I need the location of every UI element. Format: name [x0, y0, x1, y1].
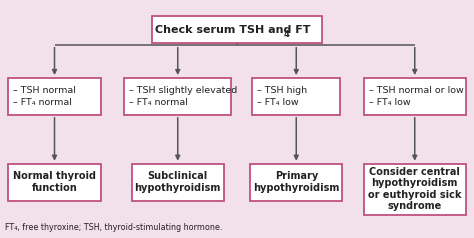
FancyBboxPatch shape: [252, 78, 340, 115]
FancyBboxPatch shape: [124, 78, 231, 115]
Text: – FT₄ low: – FT₄ low: [368, 98, 410, 107]
FancyBboxPatch shape: [250, 164, 342, 200]
Text: Consider central: Consider central: [369, 167, 460, 177]
Text: – FT₄ normal: – FT₄ normal: [129, 98, 188, 107]
Text: hypothyroidism: hypothyroidism: [253, 183, 339, 193]
Text: – TSH normal or low: – TSH normal or low: [368, 86, 463, 95]
Text: Primary: Primary: [274, 171, 318, 181]
Text: – FT₄ low: – FT₄ low: [257, 98, 299, 107]
Text: – TSH normal: – TSH normal: [13, 86, 76, 95]
Text: FT₄, free thyroxine; TSH, thyroid-stimulating hormone.: FT₄, free thyroxine; TSH, thyroid-stimul…: [5, 223, 222, 232]
Text: Check serum TSH and FT: Check serum TSH and FT: [155, 25, 311, 35]
FancyBboxPatch shape: [131, 164, 224, 200]
Text: Normal thyroid: Normal thyroid: [13, 171, 96, 181]
Text: function: function: [32, 183, 77, 193]
FancyBboxPatch shape: [364, 78, 465, 115]
Text: syndrome: syndrome: [388, 201, 442, 211]
FancyBboxPatch shape: [364, 164, 465, 215]
Text: Subclinical: Subclinical: [147, 171, 208, 181]
FancyBboxPatch shape: [8, 78, 100, 115]
Text: – TSH high: – TSH high: [257, 86, 307, 95]
Text: hypothyroidism: hypothyroidism: [372, 178, 458, 188]
FancyBboxPatch shape: [152, 16, 322, 43]
Text: or euthyroid sick: or euthyroid sick: [368, 190, 462, 200]
Text: hypothyroidism: hypothyroidism: [135, 183, 221, 193]
Text: – TSH slightly elevated: – TSH slightly elevated: [129, 86, 237, 95]
Text: 4: 4: [283, 30, 289, 40]
FancyBboxPatch shape: [8, 164, 100, 200]
Text: – FT₄ normal: – FT₄ normal: [13, 98, 72, 107]
